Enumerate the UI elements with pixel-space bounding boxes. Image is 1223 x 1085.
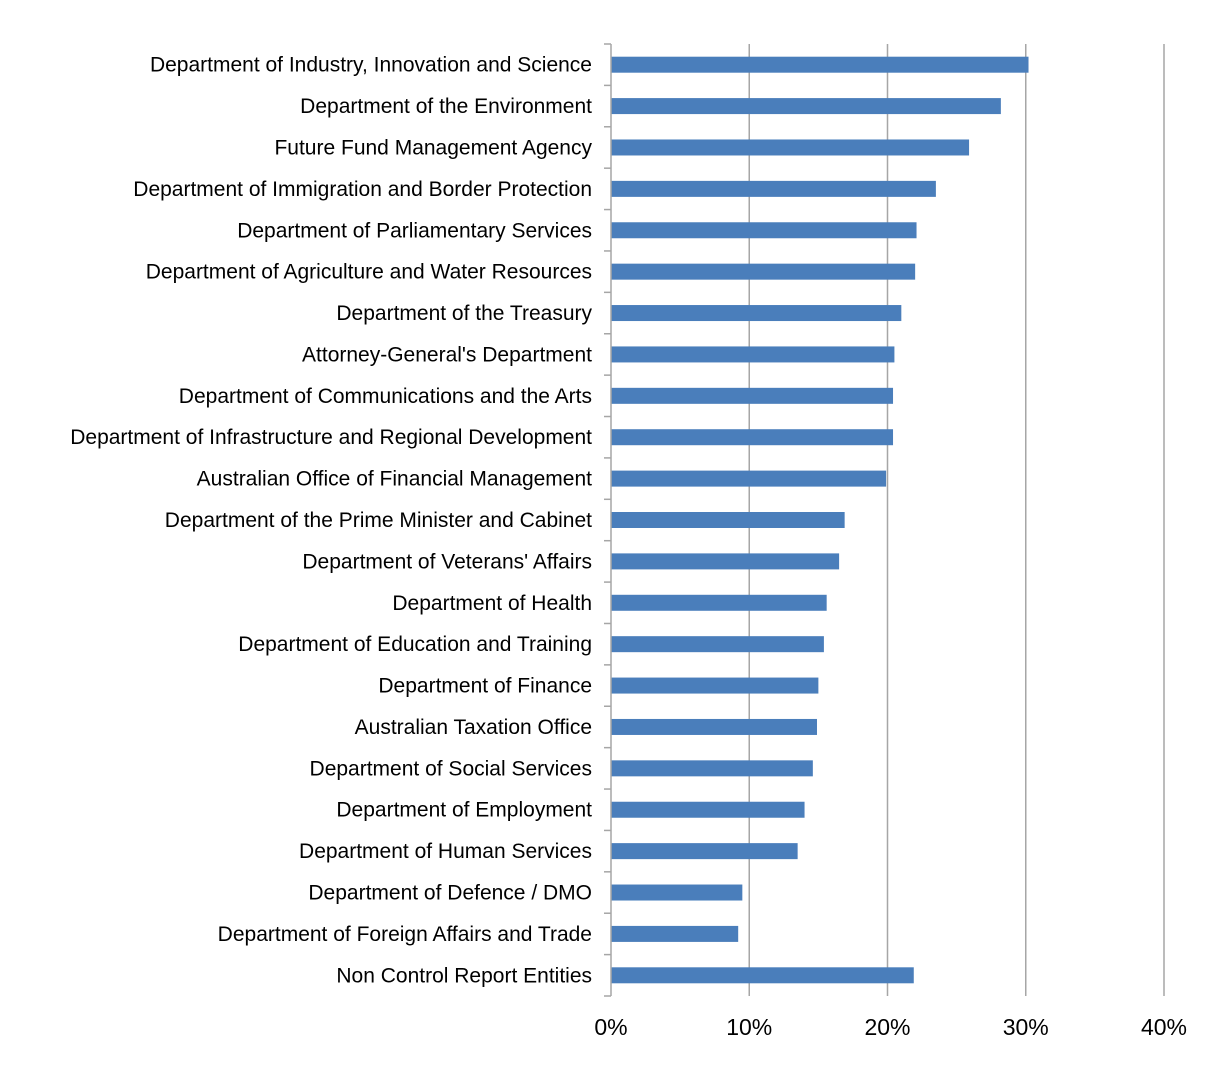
bar	[611, 180, 936, 197]
bar	[611, 884, 743, 901]
bar	[611, 429, 894, 446]
bar	[611, 636, 824, 653]
category-label: Department of the Treasury	[336, 302, 592, 325]
bar	[611, 56, 1029, 73]
bar	[611, 553, 840, 570]
bar	[611, 139, 970, 156]
category-label: Department of Communications and the Art…	[179, 385, 592, 408]
bar	[611, 843, 798, 860]
bar	[611, 967, 914, 984]
category-label: Department of Education and Training	[238, 633, 592, 656]
category-label: Department of Finance	[378, 675, 592, 698]
category-label: Attorney-General's Department	[302, 343, 592, 366]
category-label: Department of Health	[392, 592, 592, 615]
bar	[611, 594, 827, 611]
category-label: Future Fund Management Agency	[274, 136, 592, 159]
category-label: Department of Social Services	[310, 757, 592, 780]
x-tick-label: 0%	[594, 1014, 627, 1040]
bar	[611, 98, 1001, 115]
bar	[611, 346, 895, 363]
x-tick-label: 10%	[726, 1014, 772, 1040]
bar	[611, 305, 902, 322]
bar	[611, 263, 916, 280]
category-label: Department of the Prime Minister and Cab…	[165, 509, 592, 532]
value-axis: 0% 10% 20% 30% 40%	[594, 43, 1187, 1040]
category-label: Australian Taxation Office	[355, 716, 592, 739]
bar	[611, 925, 739, 942]
bar	[611, 801, 805, 818]
category-label: Department of the Environment	[300, 95, 592, 118]
bar	[611, 512, 845, 528]
bar	[611, 222, 917, 239]
category-label: Department of Foreign Affairs and Trade	[218, 923, 592, 946]
bar	[611, 677, 819, 694]
category-label: Department of Defence / DMO	[308, 882, 592, 905]
bar	[611, 718, 817, 735]
bar	[611, 470, 887, 487]
category-label: Department of Parliamentary Services	[237, 219, 592, 242]
category-label: Department of Agriculture and Water Reso…	[146, 261, 592, 284]
bar	[611, 760, 813, 777]
category-label: Department of Industry, Innovation and S…	[150, 54, 592, 77]
category-label: Non Control Report Entities	[336, 964, 592, 987]
category-label: Australian Office of Financial Managemen…	[197, 468, 592, 491]
bars	[611, 56, 1029, 984]
category-label: Department of Veterans' Affairs	[302, 550, 592, 573]
category-label: Department of Infrastructure and Regiona…	[70, 426, 592, 449]
category-label: Department of Immigration and Border Pro…	[133, 178, 592, 201]
x-tick-label: 20%	[864, 1014, 910, 1040]
category-labels: Department of Industry, Innovation and S…	[70, 54, 592, 988]
x-tick-label: 30%	[1003, 1014, 1049, 1040]
x-tick-label: 40%	[1141, 1014, 1187, 1040]
bar	[611, 387, 894, 404]
category-label: Department of Employment	[336, 799, 592, 822]
category-label: Department of Human Services	[299, 840, 592, 863]
